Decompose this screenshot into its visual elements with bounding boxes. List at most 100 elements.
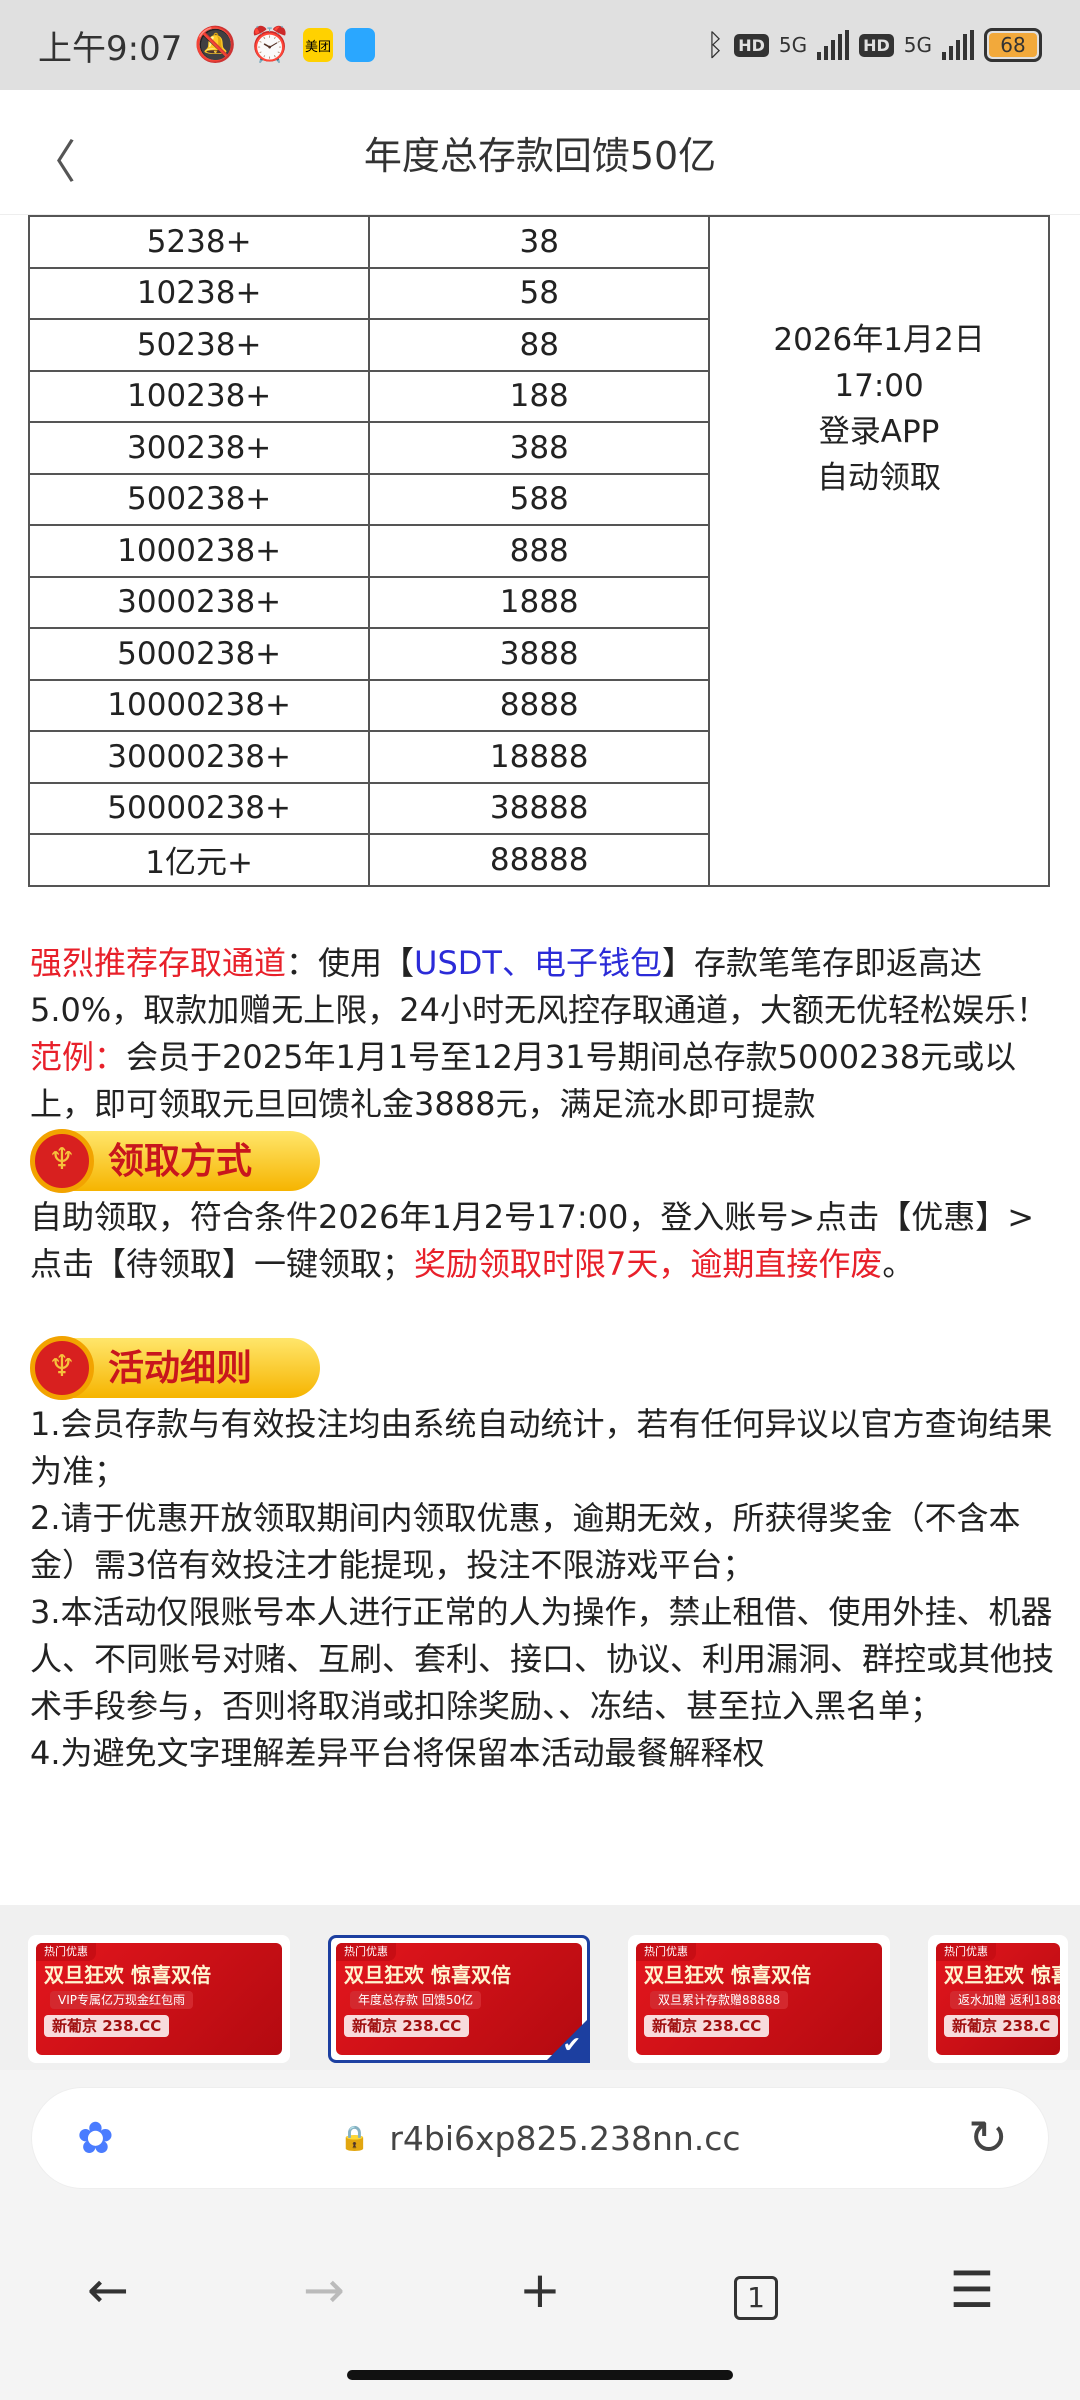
example-paragraph: 范例：会员于2025年1月1号至12月31号期间总存款5000238元或以上，即…	[30, 1034, 1055, 1128]
rule-item: 1.会员存款与有效投注均由系统自动统计，若有任何异议以官方查询结果为准；	[30, 1405, 1053, 1490]
reward-cell: 88888	[368, 833, 711, 887]
deposit-cell: 10238+	[27, 266, 371, 320]
thumbnail-headline: 双旦狂欢 惊喜	[944, 1963, 1060, 1987]
signal-icon	[942, 30, 974, 60]
battery-level: 68	[989, 33, 1037, 57]
thumbnail-brand: 新葡京 238.C	[944, 2015, 1059, 2037]
reward-cell: 188	[368, 369, 711, 423]
thumbnail-headline: 双旦狂欢 惊喜双倍	[644, 1963, 811, 1987]
bluetooth-icon: ᛒ	[706, 27, 725, 63]
rule-item: 2.请于优惠开放领取期间内领取优惠，逾期无效，所获得奖金（不含本金）需3倍有效投…	[30, 1499, 1021, 1584]
deposit-cell: 100238+	[27, 369, 371, 423]
table-row: 100238+ 188	[27, 369, 1049, 423]
thumbnail-subtitle: 年度总存款 回馈50亿	[350, 1991, 482, 2009]
tab-thumbnail-strip: 热门优惠 双旦狂欢 惊喜双倍 VIP专属亿万现金红包雨 新葡京 238.CC 热…	[0, 1905, 1080, 2070]
table-row: 10238+ 58	[27, 266, 1049, 320]
thumbnail-image: 热门优惠 双旦狂欢 惊喜 返水加赠 返利1888 新葡京 238.C	[936, 1943, 1060, 2055]
text: 自助领取，符合条件2026年1月2号17:00，登入账号>点击【优惠】>点击【待…	[30, 1198, 1035, 1283]
claim-time-line: 登录APP	[818, 414, 940, 450]
claim-paragraph: 自助领取，符合条件2026年1月2号17:00，登入账号>点击【优惠】>点击【待…	[30, 1194, 1055, 1288]
thumbnail-subtitle: 双旦累计存款赠88888	[650, 1991, 789, 2009]
thumbnail-image: 热门优惠 双旦狂欢 惊喜双倍 年度总存款 回馈50亿 新葡京 238.CC	[336, 1943, 582, 2055]
text: ：使用【	[286, 944, 415, 982]
thumbnail-subtitle: VIP专属亿万现金红包雨	[50, 1991, 193, 2009]
thumbnail-brand: 新葡京 238.CC	[644, 2015, 770, 2037]
table-row: 5000238+ 3888	[27, 627, 1049, 681]
hd-icon: HD	[734, 33, 769, 57]
url-bar[interactable]: ✿ 🔒 r4bi6xp825.238nn.cc ↻	[32, 2088, 1048, 2188]
claim-time-cell: 2026年1月2日 17:00 登录APP 自动领取	[708, 215, 1050, 887]
thumbnail-brand: 新葡京 238.CC	[344, 2015, 470, 2037]
rules-heading: ♆ 活动细则	[30, 1336, 1055, 1400]
thumbnail-tag: 热门优惠	[936, 1943, 996, 1961]
thumbnail-subtitle: 返水加赠 返利1888	[950, 1991, 1060, 2009]
alarm-icon: ⏰	[248, 25, 292, 65]
table-row: 50238+ 88	[27, 318, 1049, 372]
heading-text: 活动细则	[108, 1347, 253, 1389]
table-row: 30000238+ 18888	[27, 730, 1049, 784]
url-text[interactable]: r4bi6xp825.238nn.cc	[389, 2118, 741, 2158]
thumbnail-tag: 热门优惠	[636, 1943, 696, 1961]
deposit-cell: 10000238+	[27, 678, 371, 732]
thumbnail-headline: 双旦狂欢 惊喜双倍	[44, 1963, 211, 1987]
reload-icon[interactable]: ↻	[967, 2110, 1008, 2166]
reward-cell: 588	[368, 472, 711, 526]
reward-cell: 388	[368, 421, 711, 475]
copilot-icon[interactable]: ✿	[77, 2112, 114, 2164]
new-tab-plus-icon[interactable]: +	[519, 2261, 561, 2319]
deposit-cell: 5238+	[27, 215, 371, 269]
content: 强烈推荐存取通道：使用【USDT、电子钱包】存款笔笔存即返高达5.0%，取款加赠…	[30, 940, 1055, 1777]
reward-cell: 888	[368, 524, 711, 578]
tabs-button[interactable]: 1	[696, 2261, 816, 2320]
battery-icon: 68	[984, 28, 1042, 62]
tab-thumbnail[interactable]: 热门优惠 双旦狂欢 惊喜双倍 VIP专属亿万现金红包雨 新葡京 238.CC	[28, 1935, 290, 2063]
mute-bell-icon: 🔕	[194, 25, 237, 65]
thumbnail-headline: 双旦狂欢 惊喜双倍	[344, 1963, 511, 1987]
claim-time-line: 17:00	[834, 368, 924, 404]
deposit-cell: 5000238+	[27, 627, 371, 681]
reward-cell: 58	[368, 266, 711, 320]
deposit-cell: 30000238+	[27, 730, 371, 784]
bottom-nav: ← → + 1 ☰	[0, 2250, 1080, 2330]
thumbnail-brand: 新葡京 238.CC	[44, 2015, 170, 2037]
reward-cell: 8888	[368, 678, 711, 732]
tab-thumbnail[interactable]: 热门优惠 双旦狂欢 惊喜 返水加赠 返利1888 新葡京 238.C	[928, 1935, 1068, 2063]
reward-table: 5238+ 38 2026年1月2日 17:00 登录APP 自动领取 10238+ 58 50…	[27, 215, 1050, 887]
lock-icon: 🔒	[339, 2124, 370, 2152]
menu-icon[interactable]: ☰	[949, 2261, 995, 2319]
table-row: 1000238+ 888	[27, 524, 1049, 578]
tab-thumbnail[interactable]: 热门优惠 双旦狂欢 惊喜双倍 年度总存款 回馈50亿 新葡京 238.CC ✔	[328, 1935, 590, 2063]
text: 会员于2025年1月1号至12月31号期间总存款5000238元或以上，即可领取…	[30, 1038, 1017, 1123]
page-title: 年度总存款回馈50亿	[363, 133, 717, 178]
coin-icon: ♆	[30, 1336, 94, 1400]
tab-thumbnail[interactable]: 热门优惠 双旦狂欢 惊喜双倍 双旦累计存款赠88888 新葡京 238.CC	[628, 1935, 890, 2063]
check-icon: ✔	[562, 2033, 581, 2058]
reward-cell: 18888	[368, 730, 711, 784]
example-label: 范例：	[30, 1038, 127, 1076]
deposit-cell: 500238+	[27, 472, 371, 526]
table-row: 10000238+ 8888	[27, 678, 1049, 732]
text: 。	[882, 1245, 915, 1283]
text: 】存款笔笔存即返高达5.0%，取款加赠无上限，24小时无风控存取通道，大额无优轻…	[30, 944, 1049, 1029]
reward-cell: 88	[368, 318, 711, 372]
deposit-cell: 50238+	[27, 318, 371, 372]
title-bar: 〈 年度总存款回馈50亿	[0, 90, 1080, 215]
deposit-cell: 50000238+	[27, 781, 371, 835]
chevron-left-icon[interactable]: 〈	[30, 135, 76, 189]
reward-cell: 1888	[368, 575, 711, 629]
status-bar: 上午9:07 🔕 ⏰ 美团 ᛒ HD 5G HD 5G 68	[0, 0, 1080, 90]
status-time: 上午9:07	[38, 28, 183, 69]
home-indicator[interactable]	[347, 2370, 733, 2380]
deposit-cell: 1亿元+	[27, 833, 371, 887]
claim-time-line: 自动领取	[817, 460, 942, 496]
back-arrow-icon[interactable]: ←	[87, 2261, 129, 2319]
rule-item: 4.为避免文字理解差异平台将保留本活动最餐解释权	[30, 1734, 765, 1772]
chat-app-icon	[345, 28, 376, 62]
thumbnail-tag: 热门优惠	[336, 1943, 396, 1961]
forward-arrow-icon[interactable]: →	[303, 2261, 345, 2319]
table-row: 1亿元+ 88888	[27, 833, 1049, 887]
rule-item: 3.本活动仅限账号本人进行正常的人为操作，禁止租借、使用外挂、机器人、不同账号对…	[30, 1593, 1055, 1725]
claim-warning: 奖励领取时限7天，逾期直接作废	[414, 1245, 883, 1283]
signal-icon	[817, 30, 850, 60]
recommend-paragraph: 强烈推荐存取通道：使用【USDT、电子钱包】存款笔笔存即返高达5.0%，取款加赠…	[30, 940, 1055, 1034]
